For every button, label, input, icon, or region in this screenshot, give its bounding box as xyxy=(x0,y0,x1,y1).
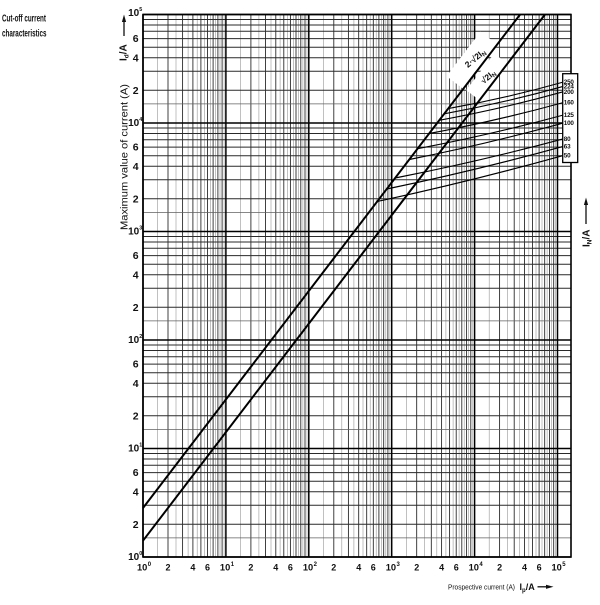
svg-text:2: 2 xyxy=(133,519,139,531)
svg-text:Maximum value of current (A): Maximum value of current (A) xyxy=(119,84,131,230)
svg-text:3: 3 xyxy=(397,562,401,568)
svg-text:0: 0 xyxy=(139,551,142,557)
svg-text:Ip/A: Ip/A xyxy=(520,582,536,594)
svg-text:2: 2 xyxy=(139,334,142,340)
svg-text:10: 10 xyxy=(128,444,140,455)
svg-text:6: 6 xyxy=(133,33,139,45)
svg-text:4: 4 xyxy=(479,562,483,568)
svg-text:200: 200 xyxy=(564,89,575,96)
svg-text:4: 4 xyxy=(522,562,527,572)
svg-text:0: 0 xyxy=(148,562,152,568)
svg-text:10: 10 xyxy=(128,8,140,19)
svg-text:5: 5 xyxy=(562,562,566,568)
svg-text:10: 10 xyxy=(128,118,140,129)
svg-text:50: 50 xyxy=(564,153,571,160)
svg-text:10: 10 xyxy=(128,227,140,238)
svg-text:6: 6 xyxy=(133,142,139,154)
svg-text:6: 6 xyxy=(133,467,139,479)
svg-text:2: 2 xyxy=(133,85,139,97)
svg-text:4: 4 xyxy=(133,269,139,281)
svg-text:6: 6 xyxy=(454,562,459,572)
svg-text:2: 2 xyxy=(133,302,139,314)
svg-text:80: 80 xyxy=(564,136,571,143)
svg-text:10: 10 xyxy=(552,562,562,572)
svg-text:6: 6 xyxy=(205,562,210,572)
svg-text:2: 2 xyxy=(133,193,139,205)
svg-text:characteristics: characteristics xyxy=(2,27,47,39)
svg-text:2: 2 xyxy=(497,562,502,572)
svg-text:6: 6 xyxy=(133,359,139,371)
svg-text:4: 4 xyxy=(133,52,139,64)
svg-text:125: 125 xyxy=(564,112,575,119)
svg-text:3: 3 xyxy=(139,226,142,232)
svg-text:1: 1 xyxy=(139,443,142,449)
svg-text:4: 4 xyxy=(139,117,142,123)
svg-text:10: 10 xyxy=(128,335,140,346)
svg-text:Cut-off current: Cut-off current xyxy=(2,12,46,24)
svg-text:4: 4 xyxy=(190,562,195,572)
svg-text:6: 6 xyxy=(537,562,542,572)
svg-text:250: 250 xyxy=(564,79,575,86)
svg-text:10: 10 xyxy=(386,562,396,572)
svg-text:10: 10 xyxy=(469,562,479,572)
svg-text:IN/A: IN/A xyxy=(582,230,594,247)
svg-text:2: 2 xyxy=(133,410,139,422)
svg-text:2: 2 xyxy=(331,562,336,572)
svg-text:4: 4 xyxy=(133,378,139,390)
svg-text:224: 224 xyxy=(564,84,575,91)
svg-text:10: 10 xyxy=(303,562,313,572)
svg-text:4: 4 xyxy=(439,562,444,572)
svg-text:160: 160 xyxy=(564,100,575,107)
svg-text:6: 6 xyxy=(133,250,139,262)
svg-text:100: 100 xyxy=(564,120,575,127)
svg-text:1: 1 xyxy=(231,562,235,568)
svg-text:4: 4 xyxy=(133,161,139,173)
svg-text:2: 2 xyxy=(248,562,253,572)
svg-text:2: 2 xyxy=(414,562,419,572)
svg-text:63: 63 xyxy=(564,144,571,151)
svg-text:10: 10 xyxy=(220,562,230,572)
svg-text:6: 6 xyxy=(288,562,293,572)
svg-text:Id/A: Id/A xyxy=(119,44,131,61)
svg-text:10: 10 xyxy=(137,562,147,572)
svg-text:4: 4 xyxy=(133,486,139,498)
svg-text:5: 5 xyxy=(139,7,142,13)
svg-text:4: 4 xyxy=(356,562,361,572)
svg-text:2: 2 xyxy=(165,562,170,572)
svg-text:6: 6 xyxy=(371,562,376,572)
svg-text:2: 2 xyxy=(314,562,318,568)
svg-text:10: 10 xyxy=(128,552,140,563)
svg-text:4: 4 xyxy=(273,562,278,572)
svg-text:Prospective current (A): Prospective current (A) xyxy=(448,583,515,592)
